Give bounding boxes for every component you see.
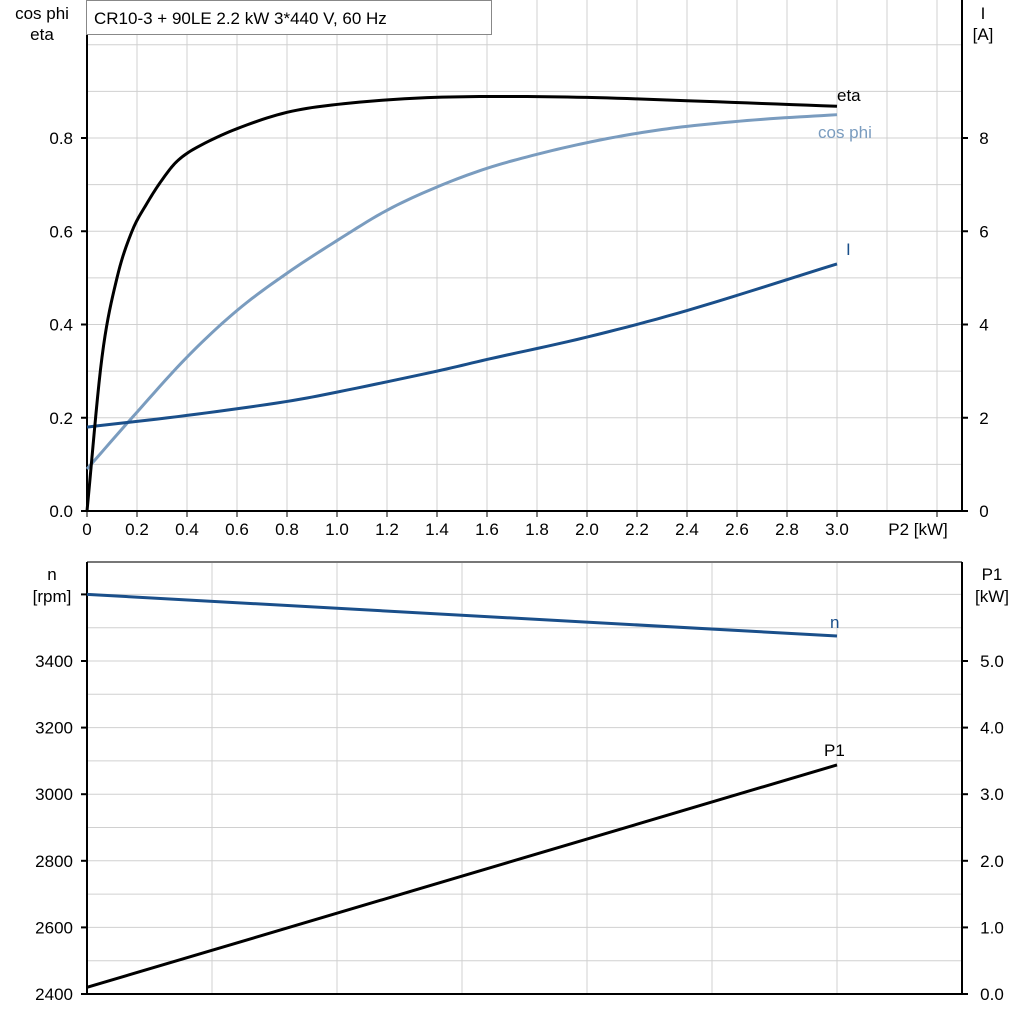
y-right-tick-label: 0.0 xyxy=(980,985,1004,1004)
x-tick-label: 0.6 xyxy=(225,520,249,539)
x-axis-label: P2 [kW] xyxy=(888,520,948,539)
x-tick-label: 1.0 xyxy=(325,520,349,539)
x-tick-label: 2.2 xyxy=(625,520,649,539)
y-right-tick-label: 3.0 xyxy=(980,785,1004,804)
y-right-label-current: I xyxy=(981,4,986,23)
y-left-label-n: n xyxy=(47,565,56,584)
current-label: I xyxy=(846,240,851,259)
y-right-tick-label: 4.0 xyxy=(980,719,1004,738)
eta-line xyxy=(85,94,838,512)
y-right-tick-label: 6 xyxy=(979,222,988,241)
chart-title: CR10-3 + 90LE 2.2 kW 3*440 V, 60 Hz xyxy=(94,9,387,28)
y-left-tick-label: 3200 xyxy=(35,719,73,738)
cosphi-line xyxy=(85,113,838,471)
y-right-label-p1: P1 xyxy=(982,565,1003,584)
title-box xyxy=(86,0,492,35)
y-right-tick-label: 5.0 xyxy=(980,652,1004,671)
x-tick-label: 1.8 xyxy=(525,520,549,539)
x-tick-label: 2.8 xyxy=(775,520,799,539)
x-tick-label: 2.0 xyxy=(575,520,599,539)
y-left-label-eta: eta xyxy=(30,25,54,44)
x-tick-label: 0.4 xyxy=(175,520,199,539)
y-right-tick-label: 0 xyxy=(979,502,988,521)
y-left-tick-label: 0.4 xyxy=(49,316,73,335)
y-right-label-unit: [A] xyxy=(973,25,994,44)
eta-label: eta xyxy=(837,86,861,105)
p1-label: P1 xyxy=(824,741,845,760)
y-left-label-unit: [rpm] xyxy=(33,587,72,606)
x-tick-label: 0.8 xyxy=(275,520,299,539)
y-right-tick-label: 8 xyxy=(979,129,988,148)
x-tick-label: 2.6 xyxy=(725,520,749,539)
speed-line xyxy=(86,592,838,638)
y-left-tick-label: 0.2 xyxy=(49,409,73,428)
y-right-tick-label: 2.0 xyxy=(980,852,1004,871)
y-right-tick-label: 4 xyxy=(979,316,988,335)
x-tick-label: 3.0 xyxy=(825,520,849,539)
x-tick-label: 1.4 xyxy=(425,520,449,539)
y-left-tick-label: 2400 xyxy=(35,985,73,1004)
y-left-tick-label: 0.0 xyxy=(49,502,73,521)
y-left-label-cosphi: cos phi xyxy=(15,4,69,23)
y-left-tick-label: 2600 xyxy=(35,918,73,937)
y-right-tick-label: 1.0 xyxy=(980,918,1004,937)
y-left-tick-label: 0.6 xyxy=(49,222,73,241)
x-tick-label: 0.2 xyxy=(125,520,149,539)
x-tick-label: 0 xyxy=(82,520,91,539)
p1-line xyxy=(86,763,838,989)
y-left-tick-label: 0.8 xyxy=(49,129,73,148)
x-tick-label: 1.6 xyxy=(475,520,499,539)
cosphi-label: cos phi xyxy=(818,123,872,142)
y-left-tick-label: 2800 xyxy=(35,852,73,871)
current-line xyxy=(86,262,838,429)
speed-label: n xyxy=(830,613,839,632)
x-tick-label: 1.2 xyxy=(375,520,399,539)
y-left-tick-label: 3400 xyxy=(35,652,73,671)
x-tick-label: 2.4 xyxy=(675,520,699,539)
y-right-label-unit: [kW] xyxy=(975,587,1009,606)
y-left-tick-label: 3000 xyxy=(35,785,73,804)
y-right-tick-label: 2 xyxy=(979,409,988,428)
